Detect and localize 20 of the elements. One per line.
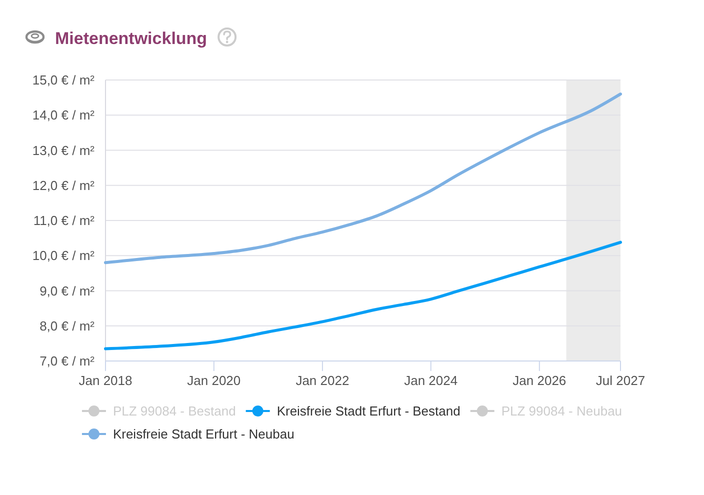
y-tick-label: 13,0 € / m²	[32, 142, 96, 158]
x-tick-label: Jan 2024	[404, 373, 458, 388]
y-tick-label: 10,0 € / m²	[32, 248, 96, 264]
x-tick-label: Jan 2022	[296, 373, 350, 388]
y-tick-label: 15,0 € / m²	[32, 72, 96, 88]
y-tick-label: 11,0 € / m²	[33, 213, 96, 228]
y-tick-label: 9,0 € / m²	[40, 283, 96, 298]
legend-label: Kreisfreie Stadt Erfurt - Bestand	[276, 404, 460, 418]
x-tick-label: Jul 2027	[596, 373, 646, 388]
x-tick-label: Jan 2026	[512, 373, 566, 388]
y-tick-label: 14,0 € / m²	[32, 108, 96, 123]
y-tick-label: 12,0 € / m²	[32, 178, 96, 193]
legend-label: Kreisfreie Stadt Erfurt - Neubau	[112, 426, 294, 442]
x-tick-label: Jan 2018	[78, 373, 132, 388]
line-series	[104, 92, 622, 264]
y-tick-label: 8,0 € / m²	[40, 318, 96, 334]
line-series	[104, 240, 622, 350]
y-tick-label: 7,0 € / m²	[40, 354, 96, 368]
x-tick-label: Jan 2020	[187, 373, 241, 388]
chart-title: Mietenentwicklung	[55, 29, 208, 48]
